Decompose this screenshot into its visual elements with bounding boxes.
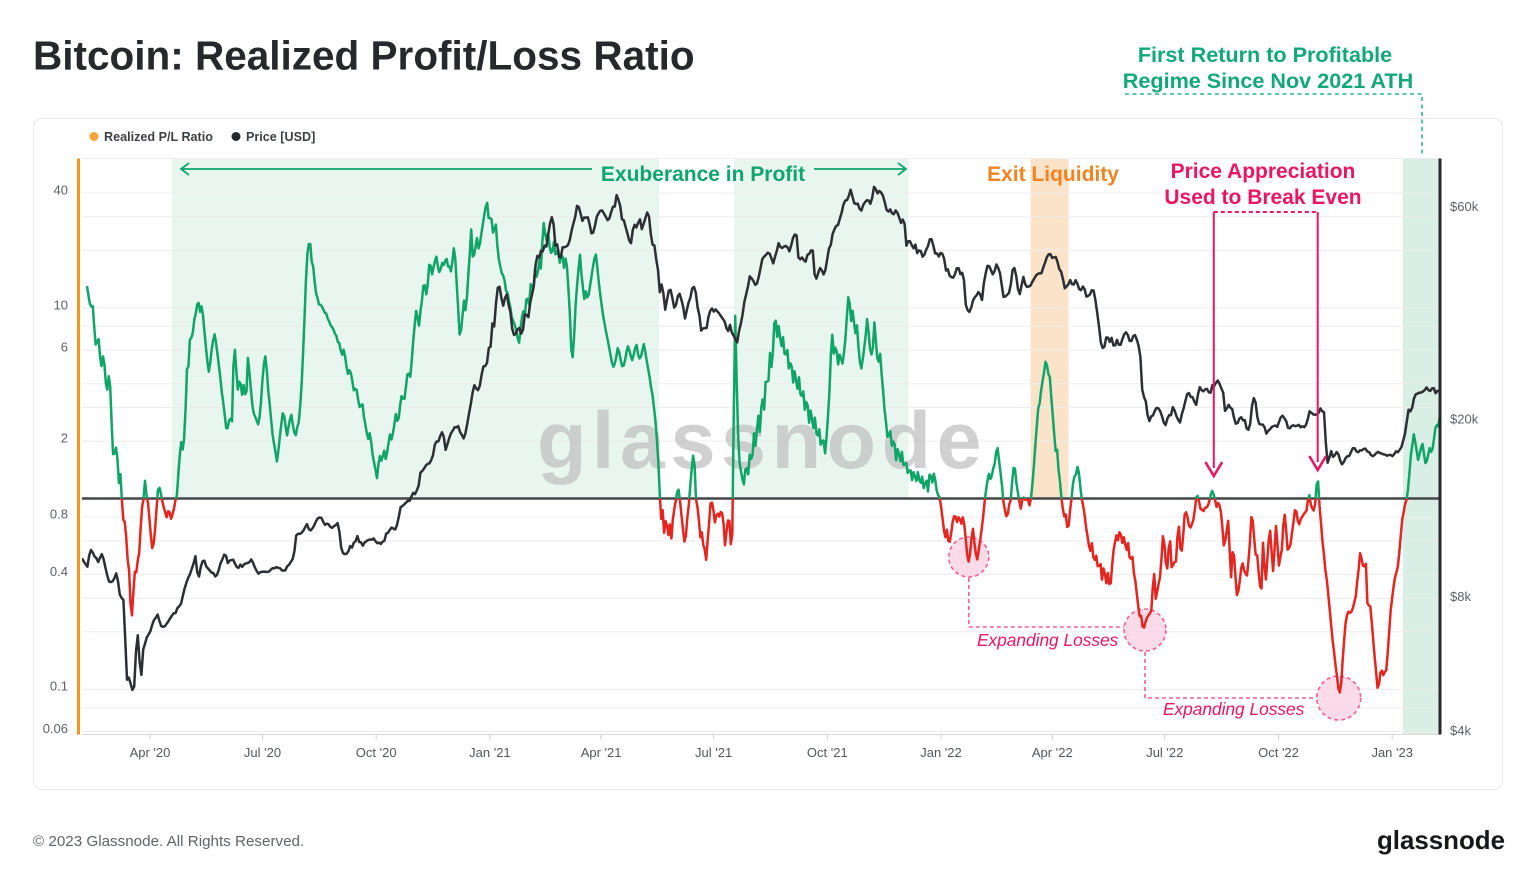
svg-text:Oct '22: Oct '22 xyxy=(1258,745,1299,760)
svg-text:Oct '20: Oct '20 xyxy=(356,745,397,760)
svg-text:6: 6 xyxy=(61,340,68,355)
svg-text:Jul '21: Jul '21 xyxy=(695,745,732,760)
svg-text:Regime Since Nov 2021 ATH: Regime Since Nov 2021 ATH xyxy=(1123,68,1413,93)
svg-text:Jul '22: Jul '22 xyxy=(1146,745,1183,760)
svg-text:Exuberance in Profit: Exuberance in Profit xyxy=(601,163,805,186)
svg-text:Realized P/L Ratio: Realized P/L Ratio xyxy=(104,130,213,144)
svg-text:Exit Liquidity: Exit Liquidity xyxy=(987,163,1119,186)
svg-text:Jan '23: Jan '23 xyxy=(1371,745,1413,760)
svg-text:Apr '22: Apr '22 xyxy=(1032,745,1073,760)
svg-text:Apr '21: Apr '21 xyxy=(581,745,622,760)
svg-text:10: 10 xyxy=(54,297,68,312)
svg-text:Price Appreciation: Price Appreciation xyxy=(1171,160,1356,183)
svg-text:Expanding Losses: Expanding Losses xyxy=(1163,699,1305,719)
svg-text:0.4: 0.4 xyxy=(50,564,68,579)
svg-text:$8k: $8k xyxy=(1450,589,1471,604)
svg-text:First Return to Profitable: First Return to Profitable xyxy=(1138,42,1392,67)
svg-text:2: 2 xyxy=(61,431,68,446)
svg-text:0.8: 0.8 xyxy=(50,507,68,522)
svg-text:© 2023 Glassnode. All Rights R: © 2023 Glassnode. All Rights Reserved. xyxy=(33,833,304,850)
svg-text:0.06: 0.06 xyxy=(43,721,68,736)
svg-text:Used to Break Even: Used to Break Even xyxy=(1164,186,1361,209)
svg-text:Expanding Losses: Expanding Losses xyxy=(977,630,1119,650)
svg-text:Price [USD]: Price [USD] xyxy=(246,130,315,144)
svg-text:glassnode: glassnode xyxy=(1377,827,1505,855)
svg-text:$60k: $60k xyxy=(1450,199,1479,214)
svg-text:Jul '20: Jul '20 xyxy=(244,745,281,760)
svg-text:Bitcoin: Realized Profit/Loss: Bitcoin: Realized Profit/Loss Ratio xyxy=(33,33,695,79)
svg-text:Apr '20: Apr '20 xyxy=(130,745,171,760)
svg-text:$4k: $4k xyxy=(1450,723,1471,738)
svg-text:40: 40 xyxy=(54,183,68,198)
svg-text:Jan '22: Jan '22 xyxy=(920,745,962,760)
svg-text:0.1: 0.1 xyxy=(50,679,68,694)
svg-text:$20k: $20k xyxy=(1450,412,1479,427)
svg-text:Oct '21: Oct '21 xyxy=(807,745,848,760)
svg-text:Jan '21: Jan '21 xyxy=(469,745,511,760)
